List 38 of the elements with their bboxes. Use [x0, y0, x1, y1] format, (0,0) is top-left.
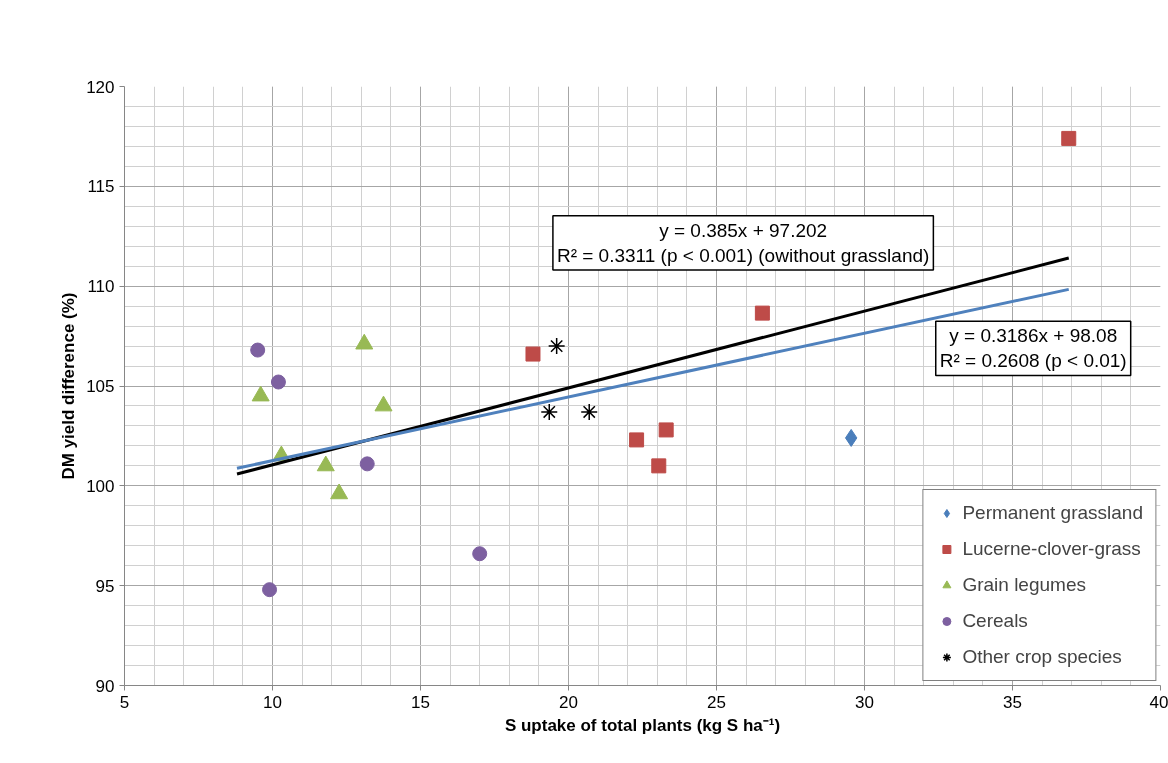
y-tick-label: 100: [86, 476, 115, 496]
annotation: y = 0.3186x + 98.08 R² = 0.2608 (p < 0.01): [939, 325, 1127, 372]
point: [525, 346, 541, 362]
y-axis-title: DM yield difference (%): [59, 292, 79, 480]
x-axis-title: S uptake of total plants (kg S ha⁻¹): [504, 715, 781, 735]
point: [547, 337, 566, 355]
x-tick-label: 20: [559, 692, 578, 712]
annotation: y = 0.385x + 97.202 R² = 0.3311 (p < 0.001) (owithout grassland): [556, 219, 930, 266]
point: [629, 432, 645, 448]
point: [658, 422, 674, 438]
point: [580, 403, 598, 421]
y-tick-label: 110: [87, 277, 115, 297]
point: [250, 342, 266, 358]
x-tick-label: 15: [411, 692, 430, 712]
y-tick-label: 90: [95, 676, 115, 696]
x-tick-label: 35: [1003, 692, 1022, 712]
point: [262, 582, 278, 598]
x-tick-label: 10: [263, 692, 282, 712]
point: [359, 456, 375, 472]
legend-label: Permanent grassland: [962, 502, 1143, 524]
point: [754, 305, 770, 321]
point: [1061, 130, 1077, 146]
legend-label: Lucerne-clover-grass: [962, 538, 1141, 560]
legend-label: Grain legumes: [962, 574, 1086, 596]
x-tick-label: 40: [1149, 692, 1168, 712]
y-tick-label: 115: [87, 177, 115, 197]
point: [472, 546, 488, 562]
x-tick-label: 5: [119, 692, 130, 712]
x-tick-label: 30: [855, 692, 874, 712]
legend-label: Other crop species: [962, 646, 1122, 668]
point: [270, 374, 286, 390]
y-tick-label: 105: [86, 377, 115, 396]
y-tick-label: 95: [95, 576, 115, 596]
legend-label: Cereals: [962, 610, 1028, 632]
y-tick-label: 120: [86, 77, 115, 97]
point: [540, 403, 559, 421]
x-tick-label: 25: [707, 692, 726, 712]
point: [651, 458, 667, 474]
